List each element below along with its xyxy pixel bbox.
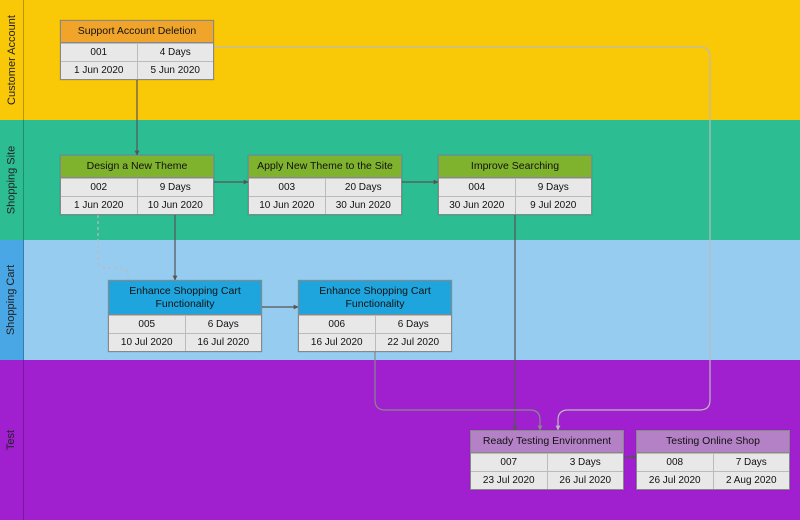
task-title: Ready Testing Environment xyxy=(471,431,623,453)
task-start: 1 Jun 2020 xyxy=(61,196,138,214)
task-start: 16 Jul 2020 xyxy=(299,333,376,351)
task-start: 1 Jun 2020 xyxy=(61,61,138,79)
task-id: 002 xyxy=(61,178,138,196)
task-duration: 6 Days xyxy=(186,315,262,333)
task-title: Testing Online Shop xyxy=(637,431,789,453)
task-end: 16 Jul 2020 xyxy=(186,333,262,351)
task-duration: 3 Days xyxy=(548,453,624,471)
lane-label-text: Shopping Cart xyxy=(6,265,18,335)
task-duration: 6 Days xyxy=(376,315,452,333)
task-end: 5 Jun 2020 xyxy=(138,61,214,79)
task-duration: 20 Days xyxy=(326,178,402,196)
task-start: 10 Jul 2020 xyxy=(109,333,186,351)
task-node-003[interactable]: Apply New Theme to the Site00320 Days10 … xyxy=(248,155,402,215)
lane-label: Customer Account xyxy=(0,0,24,120)
task-start: 23 Jul 2020 xyxy=(471,471,548,489)
task-node-004[interactable]: Improve Searching0049 Days30 Jun 20209 J… xyxy=(438,155,592,215)
task-title: Design a New Theme xyxy=(61,156,213,178)
task-id: 005 xyxy=(109,315,186,333)
task-title: Enhance Shopping Cart Functionality xyxy=(109,281,261,315)
lane-label-text: Test xyxy=(6,430,18,450)
task-id: 004 xyxy=(439,178,516,196)
task-title: Apply New Theme to the Site xyxy=(249,156,401,178)
task-duration: 7 Days xyxy=(714,453,790,471)
task-id: 001 xyxy=(61,43,138,61)
swimlane-canvas: Customer Account Shopping Site Shopping Ca… xyxy=(0,0,800,520)
task-end: 26 Jul 2020 xyxy=(548,471,624,489)
task-duration: 9 Days xyxy=(516,178,592,196)
task-node-005[interactable]: Enhance Shopping Cart Functionality0056 … xyxy=(108,280,262,352)
lane-label: Shopping Site xyxy=(0,120,24,240)
task-start: 30 Jun 2020 xyxy=(439,196,516,214)
lane-label: Test xyxy=(0,360,24,520)
task-start: 26 Jul 2020 xyxy=(637,471,714,489)
task-duration: 9 Days xyxy=(138,178,214,196)
task-title: Improve Searching xyxy=(439,156,591,178)
task-node-002[interactable]: Design a New Theme0029 Days1 Jun 202010 … xyxy=(60,155,214,215)
task-end: 9 Jul 2020 xyxy=(516,196,592,214)
task-end: 10 Jun 2020 xyxy=(138,196,214,214)
lane-label-text: Shopping Site xyxy=(6,146,18,215)
task-node-008[interactable]: Testing Online Shop0087 Days26 Jul 20202… xyxy=(636,430,790,490)
task-title: Support Account Deletion xyxy=(61,21,213,43)
lane-label: Shopping Cart xyxy=(0,240,24,360)
task-duration: 4 Days xyxy=(138,43,214,61)
task-node-007[interactable]: Ready Testing Environment0073 Days23 Jul… xyxy=(470,430,624,490)
task-end: 30 Jun 2020 xyxy=(326,196,402,214)
task-id: 007 xyxy=(471,453,548,471)
task-end: 22 Jul 2020 xyxy=(376,333,452,351)
task-end: 2 Aug 2020 xyxy=(714,471,790,489)
task-id: 006 xyxy=(299,315,376,333)
task-node-006[interactable]: Enhance Shopping Cart Functionality0066 … xyxy=(298,280,452,352)
task-title: Enhance Shopping Cart Functionality xyxy=(299,281,451,315)
task-node-001[interactable]: Support Account Deletion0014 Days1 Jun 2… xyxy=(60,20,214,80)
task-id: 003 xyxy=(249,178,326,196)
task-start: 10 Jun 2020 xyxy=(249,196,326,214)
task-id: 008 xyxy=(637,453,714,471)
lane-label-text: Customer Account xyxy=(6,15,18,105)
